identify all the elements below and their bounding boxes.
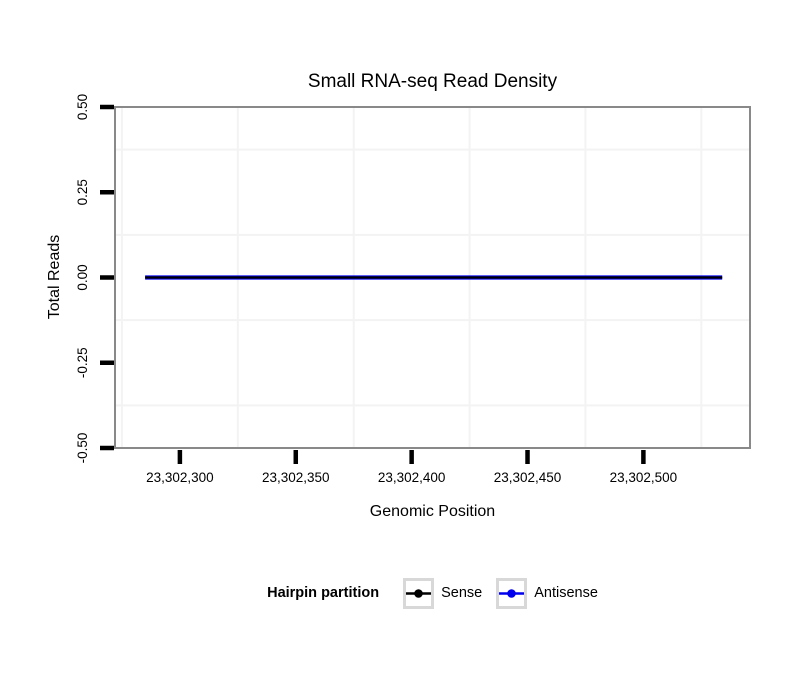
y-tick-label: 0.50: [75, 94, 90, 120]
legend-title: Hairpin partition: [267, 585, 380, 601]
sense-line-icon: [406, 588, 432, 598]
y-tick-label: 0.25: [75, 179, 90, 205]
panel-border: [114, 106, 751, 449]
chart-title: Small RNA-seq Read Density: [307, 71, 558, 92]
x-tick-label: 23,302,300: [146, 470, 214, 485]
x-axis-title: Genomic Position: [369, 503, 496, 520]
legend: Hairpin partition Sense Antisense: [115, 570, 750, 616]
x-tick-label: 23,302,350: [262, 470, 330, 485]
antisense-line-icon: [499, 588, 525, 598]
x-tick-label: 23,302,400: [378, 470, 446, 485]
legend-label-sense: Sense: [441, 585, 483, 601]
y-tick-label: 0.00: [75, 264, 90, 290]
legend-label-antisense: Antisense: [534, 585, 598, 601]
y-tick-label: -0.50: [75, 433, 90, 464]
legend-entry-antisense: Antisense: [496, 577, 598, 609]
sense-key-dot: [414, 588, 423, 598]
x-tick-label: 23,302,500: [610, 470, 678, 485]
y-tick-label: -0.25: [75, 347, 90, 378]
x-tick-label: 23,302,450: [494, 470, 562, 485]
legend-entry-sense: Sense: [403, 577, 483, 609]
legend-key-sense: [403, 577, 435, 609]
legend-key-antisense: [496, 577, 528, 609]
antisense-key-dot: [507, 588, 517, 598]
y-axis-title: Total Reads: [46, 234, 63, 320]
